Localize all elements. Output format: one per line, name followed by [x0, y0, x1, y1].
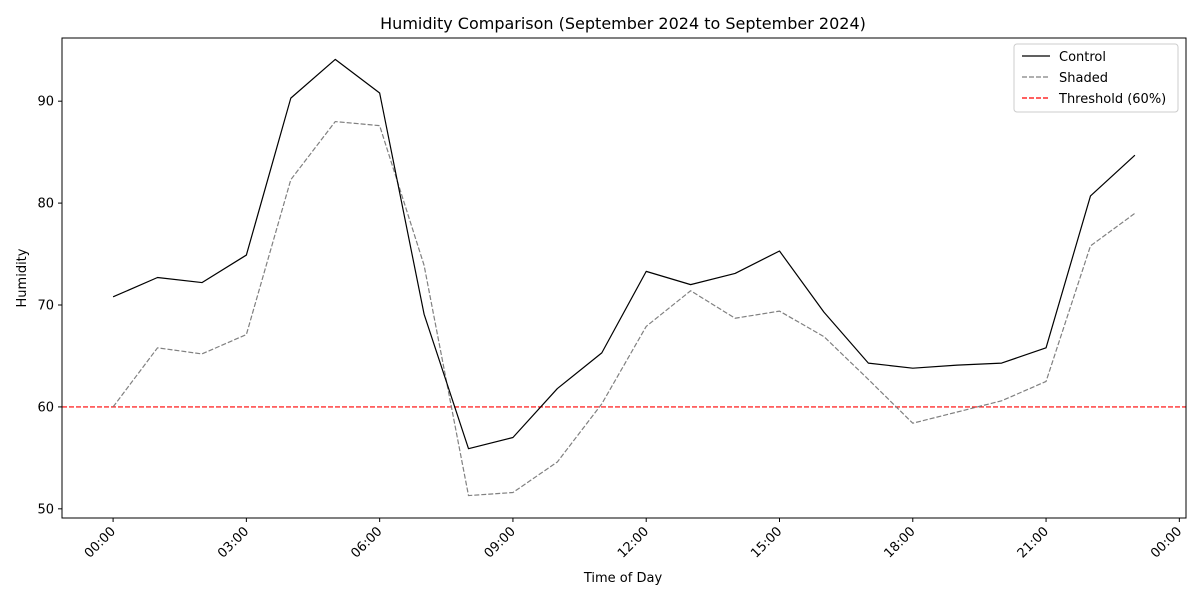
series-line-control [112, 58, 1136, 450]
legend-label-shaded: Shaded [1059, 71, 1108, 86]
y-tick-label: 70 [37, 299, 54, 314]
x-tick-label: 15:00 [748, 524, 785, 561]
x-tick-label: 18:00 [882, 524, 919, 561]
legend-box [1013, 43, 1179, 113]
x-tick-label: 00:00 [1148, 524, 1185, 561]
x-tick-label: 12:00 [615, 524, 652, 561]
y-axis-label: Humidity [15, 248, 30, 307]
x-tick-label: 21:00 [1015, 524, 1052, 561]
legend: Control Shaded Threshold (60%) [1013, 43, 1179, 113]
y-tick-label: 60 [37, 400, 54, 415]
y-tick-label: 90 [37, 95, 54, 110]
plot-frame [61, 37, 1187, 519]
chart-title: Humidity Comparison (September 2024 to S… [380, 14, 866, 33]
x-tick-label: 00:00 [82, 524, 119, 561]
x-tick-label: 03:00 [215, 524, 252, 561]
legend-label-threshold: Threshold (60%) [1058, 92, 1166, 107]
series-line-shaded [112, 120, 1136, 497]
y-tick-label: 80 [37, 197, 54, 212]
y-tick-label: 50 [37, 502, 54, 517]
x-tick-label: 09:00 [482, 524, 519, 561]
legend-label-control: Control [1059, 50, 1106, 65]
plot-lines [62, 58, 1186, 497]
x-axis-label: Time of Day [583, 571, 663, 586]
x-axis: 00:00 03:00 06:00 09:00 12:00 15:00 18:00 21:00… [82, 518, 1185, 561]
y-axis: 50 60 70 80 90 [37, 95, 62, 517]
x-tick-label: 06:00 [348, 524, 385, 561]
